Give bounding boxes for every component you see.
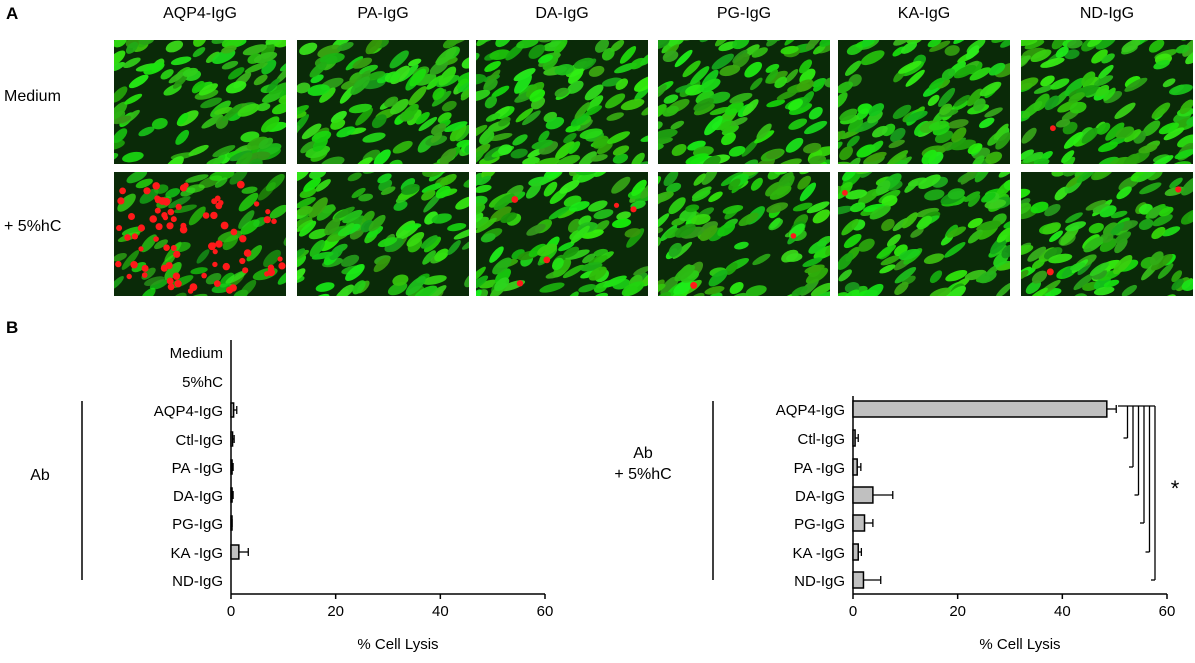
right-x-tick-label-3: 60 <box>1159 603 1176 620</box>
column-header-1: PA-IgG <box>357 5 409 22</box>
micrograph-r0-c1 <box>297 40 469 164</box>
right-x-tick-label-1: 20 <box>949 603 966 620</box>
left-x-tick-label-1: 20 <box>327 603 344 620</box>
left-x-tick-label-3: 60 <box>537 603 554 620</box>
right-bar-chart: 0 20 40 60 % Cell Lysis AQP4-IgG Ctl-IgG PA -Ig… <box>776 396 1176 653</box>
left-group-label: Ab <box>30 467 50 484</box>
left-bar-chart: 0 20 40 60 % Cell Lysis Medium 5%hC AQP4-IgG Ctl… <box>154 340 554 653</box>
micrograph-r1-c0 <box>114 172 286 296</box>
right-x-tick-label-2: 40 <box>1054 603 1071 620</box>
left-category-label-0: Medium <box>170 345 223 362</box>
left-x-tick-label-0: 0 <box>227 603 235 620</box>
significance-brackets <box>1118 405 1156 581</box>
left-x-tick-label-2: 40 <box>432 603 449 620</box>
micrograph-r0-c5 <box>1021 40 1193 164</box>
column-header-0: AQP4-IgG <box>163 5 237 22</box>
left-category-label-8: ND-IgG <box>172 573 223 590</box>
left-bar-4 <box>230 459 233 475</box>
column-header-2: DA-IgG <box>535 5 589 22</box>
left-category-label-5: DA-IgG <box>173 488 223 505</box>
column-header-5: ND-IgG <box>1079 5 1135 22</box>
left-bar-3 <box>230 431 234 447</box>
significance-star: * <box>1171 476 1180 501</box>
left-category-label-3: Ctl-IgG <box>175 432 223 449</box>
right-bar-1 <box>852 429 856 447</box>
right-bar-2 <box>852 458 858 476</box>
right-x-label: % Cell Lysis <box>979 636 1060 653</box>
right-category-label-5: KA -IgG <box>792 545 845 562</box>
left-category-label-6: PG-IgG <box>172 516 223 533</box>
micrograph-r1-c2 <box>476 172 648 296</box>
micrograph-r0-c0 <box>114 40 286 164</box>
left-bar-7 <box>230 544 240 560</box>
column-header-3: PG-IgG <box>716 5 772 22</box>
micrograph-r1-c4 <box>838 172 1010 296</box>
panel-b-letter: B <box>6 318 19 337</box>
right-bar-0 <box>852 400 1108 418</box>
micrograph-r1-c3 <box>658 172 830 296</box>
right-bar-6 <box>852 571 865 589</box>
micrograph-r0-c4 <box>838 40 1010 164</box>
left-bar-5 <box>230 487 233 503</box>
right-category-label-0: AQP4-IgG <box>776 402 845 419</box>
micrograph-r0-c3 <box>658 40 830 164</box>
right-bar-5 <box>852 543 859 561</box>
left-category-label-4: PA -IgG <box>172 460 223 477</box>
right-bar-3 <box>852 486 874 504</box>
right-bar-4 <box>852 514 866 532</box>
right-category-label-3: DA-IgG <box>795 488 845 505</box>
micrograph-r0-c2 <box>476 40 648 164</box>
micrograph-r1-c1 <box>297 172 469 296</box>
right-category-label-1: Ctl-IgG <box>797 431 845 448</box>
column-header-4: KA-IgG <box>897 5 951 22</box>
left-category-label-1: 5%hC <box>182 374 223 391</box>
right-x-tick-label-0: 0 <box>849 603 857 620</box>
micrograph-r1-c5 <box>1021 172 1193 296</box>
panel-a-letter: A <box>6 4 19 23</box>
left-bar-2 <box>230 402 235 418</box>
right-category-label-2: PA -IgG <box>794 460 845 477</box>
left-category-label-7: KA -IgG <box>170 545 223 562</box>
row-label-medium: Medium <box>4 88 61 105</box>
right-group-label-line1: Ab <box>633 445 653 462</box>
left-category-label-2: AQP4-IgG <box>154 403 223 420</box>
row-label-5hc: + 5%hC <box>4 218 62 235</box>
left-x-label: % Cell Lysis <box>357 636 438 653</box>
right-category-label-6: ND-IgG <box>794 573 845 590</box>
right-category-label-4: PG-IgG <box>794 516 845 533</box>
right-group-label-line2: + 5%hC <box>614 466 671 483</box>
